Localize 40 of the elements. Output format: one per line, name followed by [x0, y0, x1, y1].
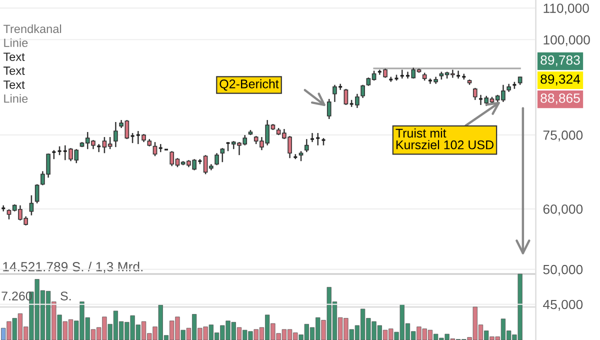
candlestick — [114, 121, 118, 148]
y-tick-label: 110,000 — [544, 4, 589, 15]
annotation: Linie — [4, 94, 28, 103]
annotation: Trendkanal — [3, 24, 62, 34]
annotation: Truist mit Kursziel 102 USD — [396, 128, 494, 150]
text: 88,865 — [540, 93, 580, 104]
y-tick-label: 75,000 — [543, 130, 583, 142]
annotation: Text — [3, 80, 25, 89]
candlestick — [29, 194, 34, 216]
annotation: S. — [60, 292, 71, 300]
candlestick — [472, 87, 478, 101]
text: 89,783 — [540, 55, 580, 66]
candlestick — [355, 93, 360, 109]
y-tick-label: 50,000 — [543, 264, 583, 276]
candlestick — [315, 132, 320, 146]
candlestick — [214, 152, 219, 166]
candlestick — [158, 143, 164, 153]
candlestick — [360, 84, 365, 99]
candlestick — [456, 70, 461, 80]
annotation: Linie — [4, 38, 28, 48]
candlestick — [304, 138, 309, 153]
candlestick — [326, 98, 332, 120]
candlestick — [152, 141, 158, 157]
annotation: Text — [3, 52, 25, 61]
y-tick-label: 60,000 — [543, 204, 583, 216]
candlestick — [220, 147, 225, 163]
y-tick-label: 100,000 — [544, 35, 590, 46]
y-tick-label: 45,000 — [543, 300, 583, 311]
annotation: Text — [3, 66, 25, 75]
text: 89,324 — [540, 74, 580, 86]
candlestick — [0, 204, 6, 212]
candlestick — [344, 88, 348, 106]
candlestick — [383, 68, 388, 78]
candlestick — [310, 132, 315, 143]
annotation: Q2-Bericht — [220, 79, 279, 91]
candlestick — [34, 184, 40, 204]
candlestick — [51, 149, 56, 160]
candlestick — [332, 84, 337, 103]
candlestick — [400, 69, 405, 80]
candlestick — [298, 150, 304, 162]
